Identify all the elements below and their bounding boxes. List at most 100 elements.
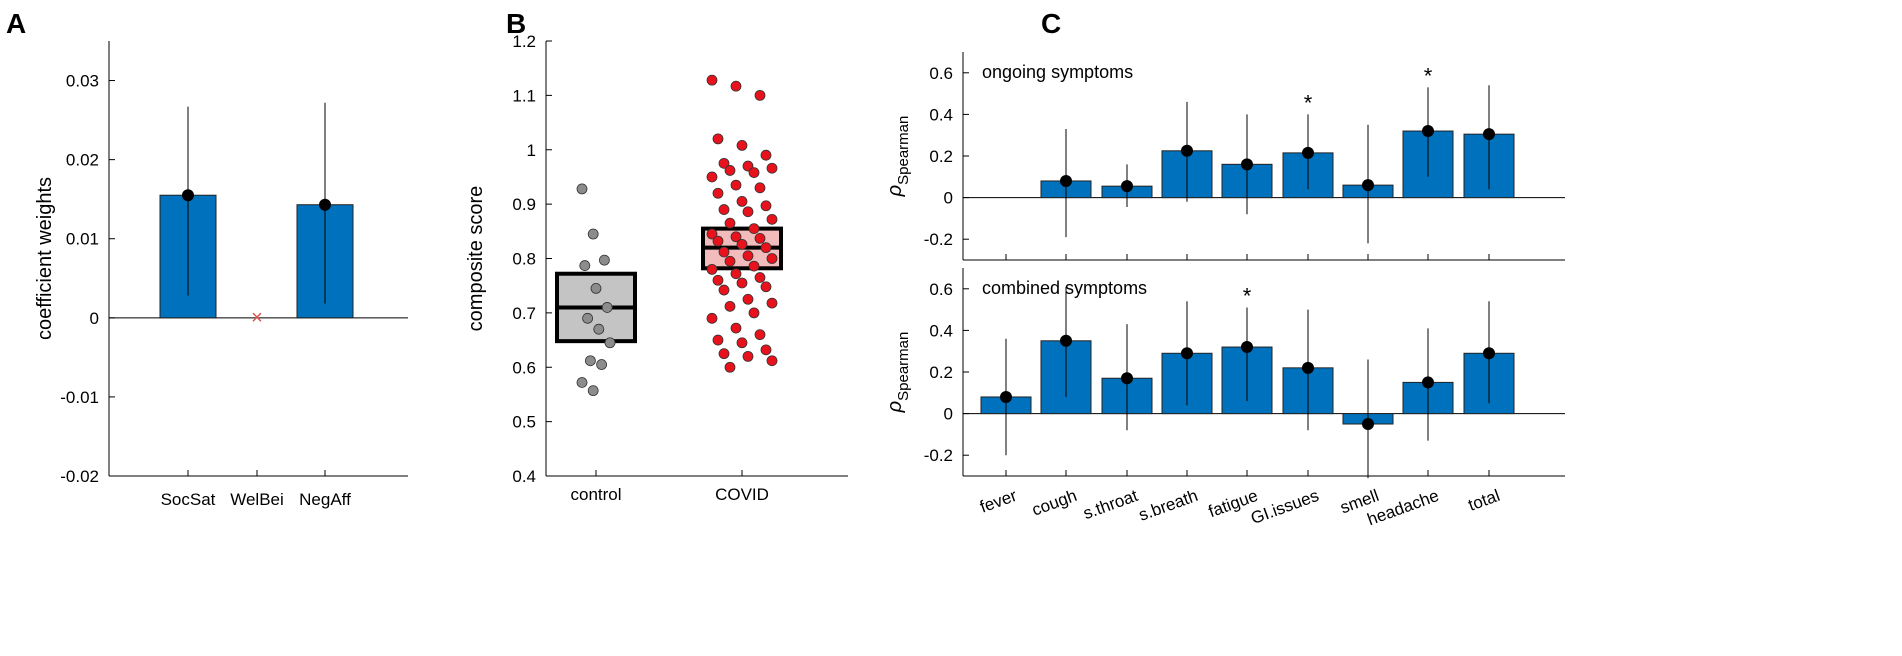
panel-b-point-COVID	[712, 235, 724, 247]
panel-b-point-COVID	[736, 196, 748, 207]
panel-c-ongoing-chart: -0.2 0 0.2 0.4 0.6 * * ongoing symptoms ρSpearma…	[884, 52, 1565, 261]
panel-b-point-COVID	[754, 182, 766, 194]
panel-a-ytick-label: -0.01	[60, 388, 99, 407]
panel-b-point-COVID	[766, 297, 778, 309]
panel-b-point-control	[576, 183, 588, 195]
panel-c-combined-xtick-label: cough	[1029, 486, 1079, 520]
panel-c-combined-ytick-label: 0	[944, 405, 953, 424]
panel-b-point-COVID	[724, 361, 736, 373]
panel-c-combined-xtick-label: fever	[977, 486, 1019, 517]
panel-c-combined-point	[1302, 361, 1314, 374]
panel-b-ytick-label: 1.2	[512, 32, 536, 51]
panel-b-point-COVID	[706, 312, 718, 324]
panel-c-combined-ytick-label: 0.2	[929, 363, 953, 382]
panel-a-ytick-label: -0.02	[60, 467, 99, 486]
panel-b-point-COVID	[742, 293, 754, 305]
panel-b-point-COVID	[712, 334, 724, 346]
panel-b-point-COVID	[760, 242, 772, 254]
panel-c-ongoing-significance-star: *	[1424, 63, 1433, 88]
panel-b-point-COVID	[748, 167, 760, 178]
panel-b-ytick-label: 0.9	[512, 195, 536, 214]
panel-c-combined-ytick-label: 0.6	[929, 280, 953, 299]
panel-a-chart: -0.02 -0.01 0 0.01 0.02 0.03 SocSat WelBei × NegA…	[34, 41, 408, 509]
panel-a-ytick-label: 0.02	[66, 151, 99, 170]
panel-a-mean-point	[319, 198, 331, 211]
panel-b-ytick-label: 0.7	[512, 304, 536, 323]
panel-a-ytick-label: 0.03	[66, 72, 99, 91]
panel-b-point-COVID	[724, 217, 736, 229]
panel-label-b: B	[506, 8, 526, 39]
panel-b-point-COVID	[730, 231, 742, 243]
panel-c-ongoing-ytick-label: -0.2	[924, 230, 953, 249]
panel-b-point-COVID	[766, 253, 778, 264]
panel-b-point-COVID	[766, 213, 778, 225]
panel-a-y-label: coefficient weights	[34, 177, 56, 340]
panel-b-point-COVID	[736, 139, 748, 151]
panel-c-ongoing-point	[1483, 128, 1495, 141]
panel-b-y-label: composite score	[465, 186, 487, 332]
panel-b-point-COVID	[760, 149, 772, 161]
panel-c-ongoing-point	[1121, 180, 1133, 193]
panel-b-point-COVID	[718, 284, 730, 296]
panel-c-combined-point	[1121, 372, 1133, 385]
panel-a-xtick-label: WelBei	[230, 490, 284, 509]
panel-c-ongoing-ytick-label: 0	[944, 189, 953, 208]
panel-b-point-COVID	[712, 133, 724, 145]
panel-c-combined-point	[1483, 347, 1495, 360]
panel-b-point-COVID	[706, 171, 718, 183]
panel-b-ytick-label: 1.1	[512, 86, 536, 105]
panel-b-point-COVID	[730, 179, 742, 191]
panel-b-point-COVID	[760, 344, 772, 356]
panel-c-combined-ytick-label: -0.2	[924, 446, 953, 465]
panel-b-point-COVID	[748, 307, 760, 319]
panel-b-point-COVID	[760, 200, 772, 212]
panel-b-point-COVID	[766, 355, 778, 367]
panel-b-point-COVID	[754, 232, 766, 244]
panel-b-point-control	[585, 355, 596, 367]
panel-c-ongoing-ytick-label: 0.2	[929, 147, 953, 166]
panel-b-ytick-label: 0.8	[512, 250, 536, 269]
panel-b-ytick-label: 1	[527, 141, 536, 160]
panel-b-point-COVID	[742, 350, 754, 362]
panel-c-combined-point	[1362, 418, 1374, 430]
panel-label-c: C	[1041, 8, 1061, 39]
panel-b-point-COVID	[718, 204, 730, 215]
panel-a-xtick-label: SocSat	[161, 490, 216, 509]
panel-b-point-control	[590, 283, 602, 294]
panel-a-mean-point	[182, 189, 194, 202]
panel-c-combined-xtick-label: s.breath	[1136, 486, 1200, 525]
panel-c-combined-y-label-rho: ρ	[884, 401, 906, 413]
panel-b-point-control	[596, 359, 607, 370]
panel-a-xtick-label: NegAff	[299, 490, 351, 509]
panel-b-point-COVID	[748, 223, 760, 234]
panel-c-combined-point	[1241, 341, 1253, 354]
panel-c-ongoing-point	[1422, 125, 1434, 138]
panel-c-combined-xtick-label: total	[1466, 486, 1503, 515]
panel-c-combined-significance-star: *	[1243, 284, 1252, 309]
panel-b-point-COVID	[718, 246, 730, 258]
panel-b-point-COVID	[742, 250, 754, 262]
panel-c-ongoing-point	[1302, 146, 1314, 159]
panel-b-point-control	[582, 312, 593, 324]
panel-b-point-COVID	[736, 238, 748, 250]
panel-b-point-COVID	[754, 329, 766, 341]
panel-b-point-control	[576, 377, 588, 388]
panel-b-point-COVID	[724, 255, 736, 267]
panel-b-point-COVID	[730, 322, 742, 334]
panel-c-combined-point	[1181, 347, 1193, 360]
panel-c-combined-ytick-label: 0.4	[929, 321, 953, 340]
panel-b-point-control	[593, 323, 605, 335]
panel-c-ongoing-point	[1060, 174, 1072, 187]
panel-b-chart: 0.4 0.5 0.6 0.7 0.8 0.9 1 1.1 1.2 control COVID com…	[465, 32, 848, 504]
panel-b-point-COVID	[730, 268, 742, 280]
panel-c-ongoing-y-label: ρSpearman	[884, 116, 912, 198]
panel-b-point-COVID	[766, 162, 778, 174]
panel-b-point-COVID	[718, 157, 730, 169]
panel-c-combined-y-label: ρSpearman	[884, 332, 912, 414]
panel-b-xtick-label: control	[570, 485, 621, 504]
panel-c-ongoing-point	[1362, 179, 1374, 192]
panel-b-point-control	[599, 254, 610, 266]
panel-b-point-COVID	[712, 187, 724, 199]
panel-c-combined-xtick-label: s.throat	[1081, 486, 1141, 523]
